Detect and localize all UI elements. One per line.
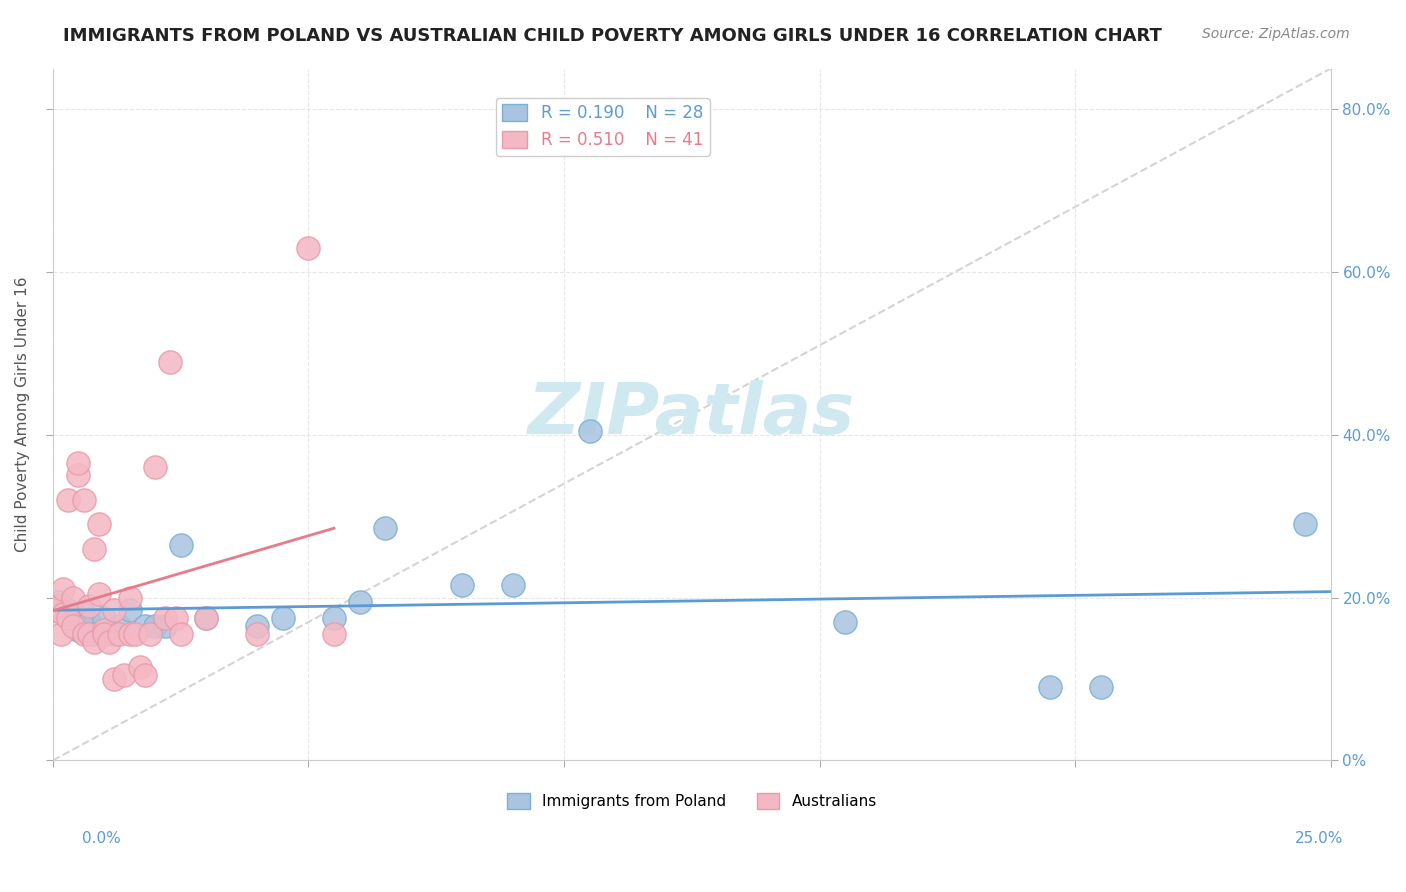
Point: [128, 660, 150, 674]
Point: [118, 627, 141, 641]
Legend: Immigrants from Poland, Australians: Immigrants from Poland, Australians: [501, 787, 883, 815]
Point: [44, 603, 66, 617]
Point: [72, 492, 94, 507]
Point: [143, 460, 166, 475]
Point: [49, 627, 72, 641]
Text: 0.0%: 0.0%: [82, 831, 121, 846]
Point: [155, 611, 177, 625]
Point: [246, 619, 269, 633]
Point: [143, 619, 166, 633]
Point: [67, 468, 90, 483]
Point: [159, 354, 181, 368]
Point: [67, 456, 90, 470]
Point: [46, 599, 69, 613]
Point: [323, 627, 346, 641]
Point: [1039, 680, 1062, 694]
Point: [72, 627, 94, 641]
Point: [124, 627, 146, 641]
Point: [72, 607, 94, 621]
Point: [93, 623, 115, 637]
Point: [93, 611, 115, 625]
Point: [502, 578, 524, 592]
Point: [98, 635, 121, 649]
Point: [1090, 680, 1112, 694]
Point: [114, 668, 136, 682]
Text: IMMIGRANTS FROM POLAND VS AUSTRALIAN CHILD POVERTY AMONG GIRLS UNDER 16 CORRELAT: IMMIGRANTS FROM POLAND VS AUSTRALIAN CHI…: [63, 27, 1163, 45]
Point: [139, 627, 162, 641]
Point: [374, 521, 396, 535]
Point: [83, 627, 105, 641]
Point: [52, 607, 75, 621]
Point: [170, 627, 193, 641]
Point: [93, 627, 115, 641]
Point: [118, 591, 141, 605]
Point: [271, 611, 294, 625]
Point: [195, 611, 218, 625]
Point: [103, 603, 125, 617]
Point: [103, 627, 125, 641]
Point: [155, 619, 177, 633]
Point: [83, 541, 105, 556]
Text: ZIPatlas: ZIPatlas: [529, 380, 855, 449]
Point: [58, 611, 80, 625]
Point: [103, 672, 125, 686]
Point: [77, 627, 100, 641]
Point: [62, 591, 84, 605]
Text: Source: ZipAtlas.com: Source: ZipAtlas.com: [1202, 27, 1350, 41]
Point: [170, 538, 193, 552]
Point: [108, 619, 131, 633]
Point: [134, 668, 156, 682]
Point: [834, 615, 856, 629]
Point: [578, 424, 600, 438]
Point: [83, 635, 105, 649]
Point: [62, 611, 84, 625]
Point: [77, 615, 100, 629]
Point: [165, 611, 187, 625]
Point: [246, 627, 269, 641]
Point: [195, 611, 218, 625]
Text: 25.0%: 25.0%: [1295, 831, 1343, 846]
Y-axis label: Child Poverty Among Girls Under 16: Child Poverty Among Girls Under 16: [15, 277, 30, 552]
Point: [58, 603, 80, 617]
Point: [62, 619, 84, 633]
Point: [67, 623, 90, 637]
Point: [77, 599, 100, 613]
Point: [108, 627, 131, 641]
Point: [52, 582, 75, 597]
Point: [87, 586, 110, 600]
Point: [118, 603, 141, 617]
Point: [349, 595, 371, 609]
Point: [323, 611, 346, 625]
Point: [297, 241, 319, 255]
Point: [46, 595, 69, 609]
Point: [58, 492, 80, 507]
Point: [450, 578, 472, 592]
Point: [134, 619, 156, 633]
Point: [1294, 517, 1316, 532]
Point: [87, 517, 110, 532]
